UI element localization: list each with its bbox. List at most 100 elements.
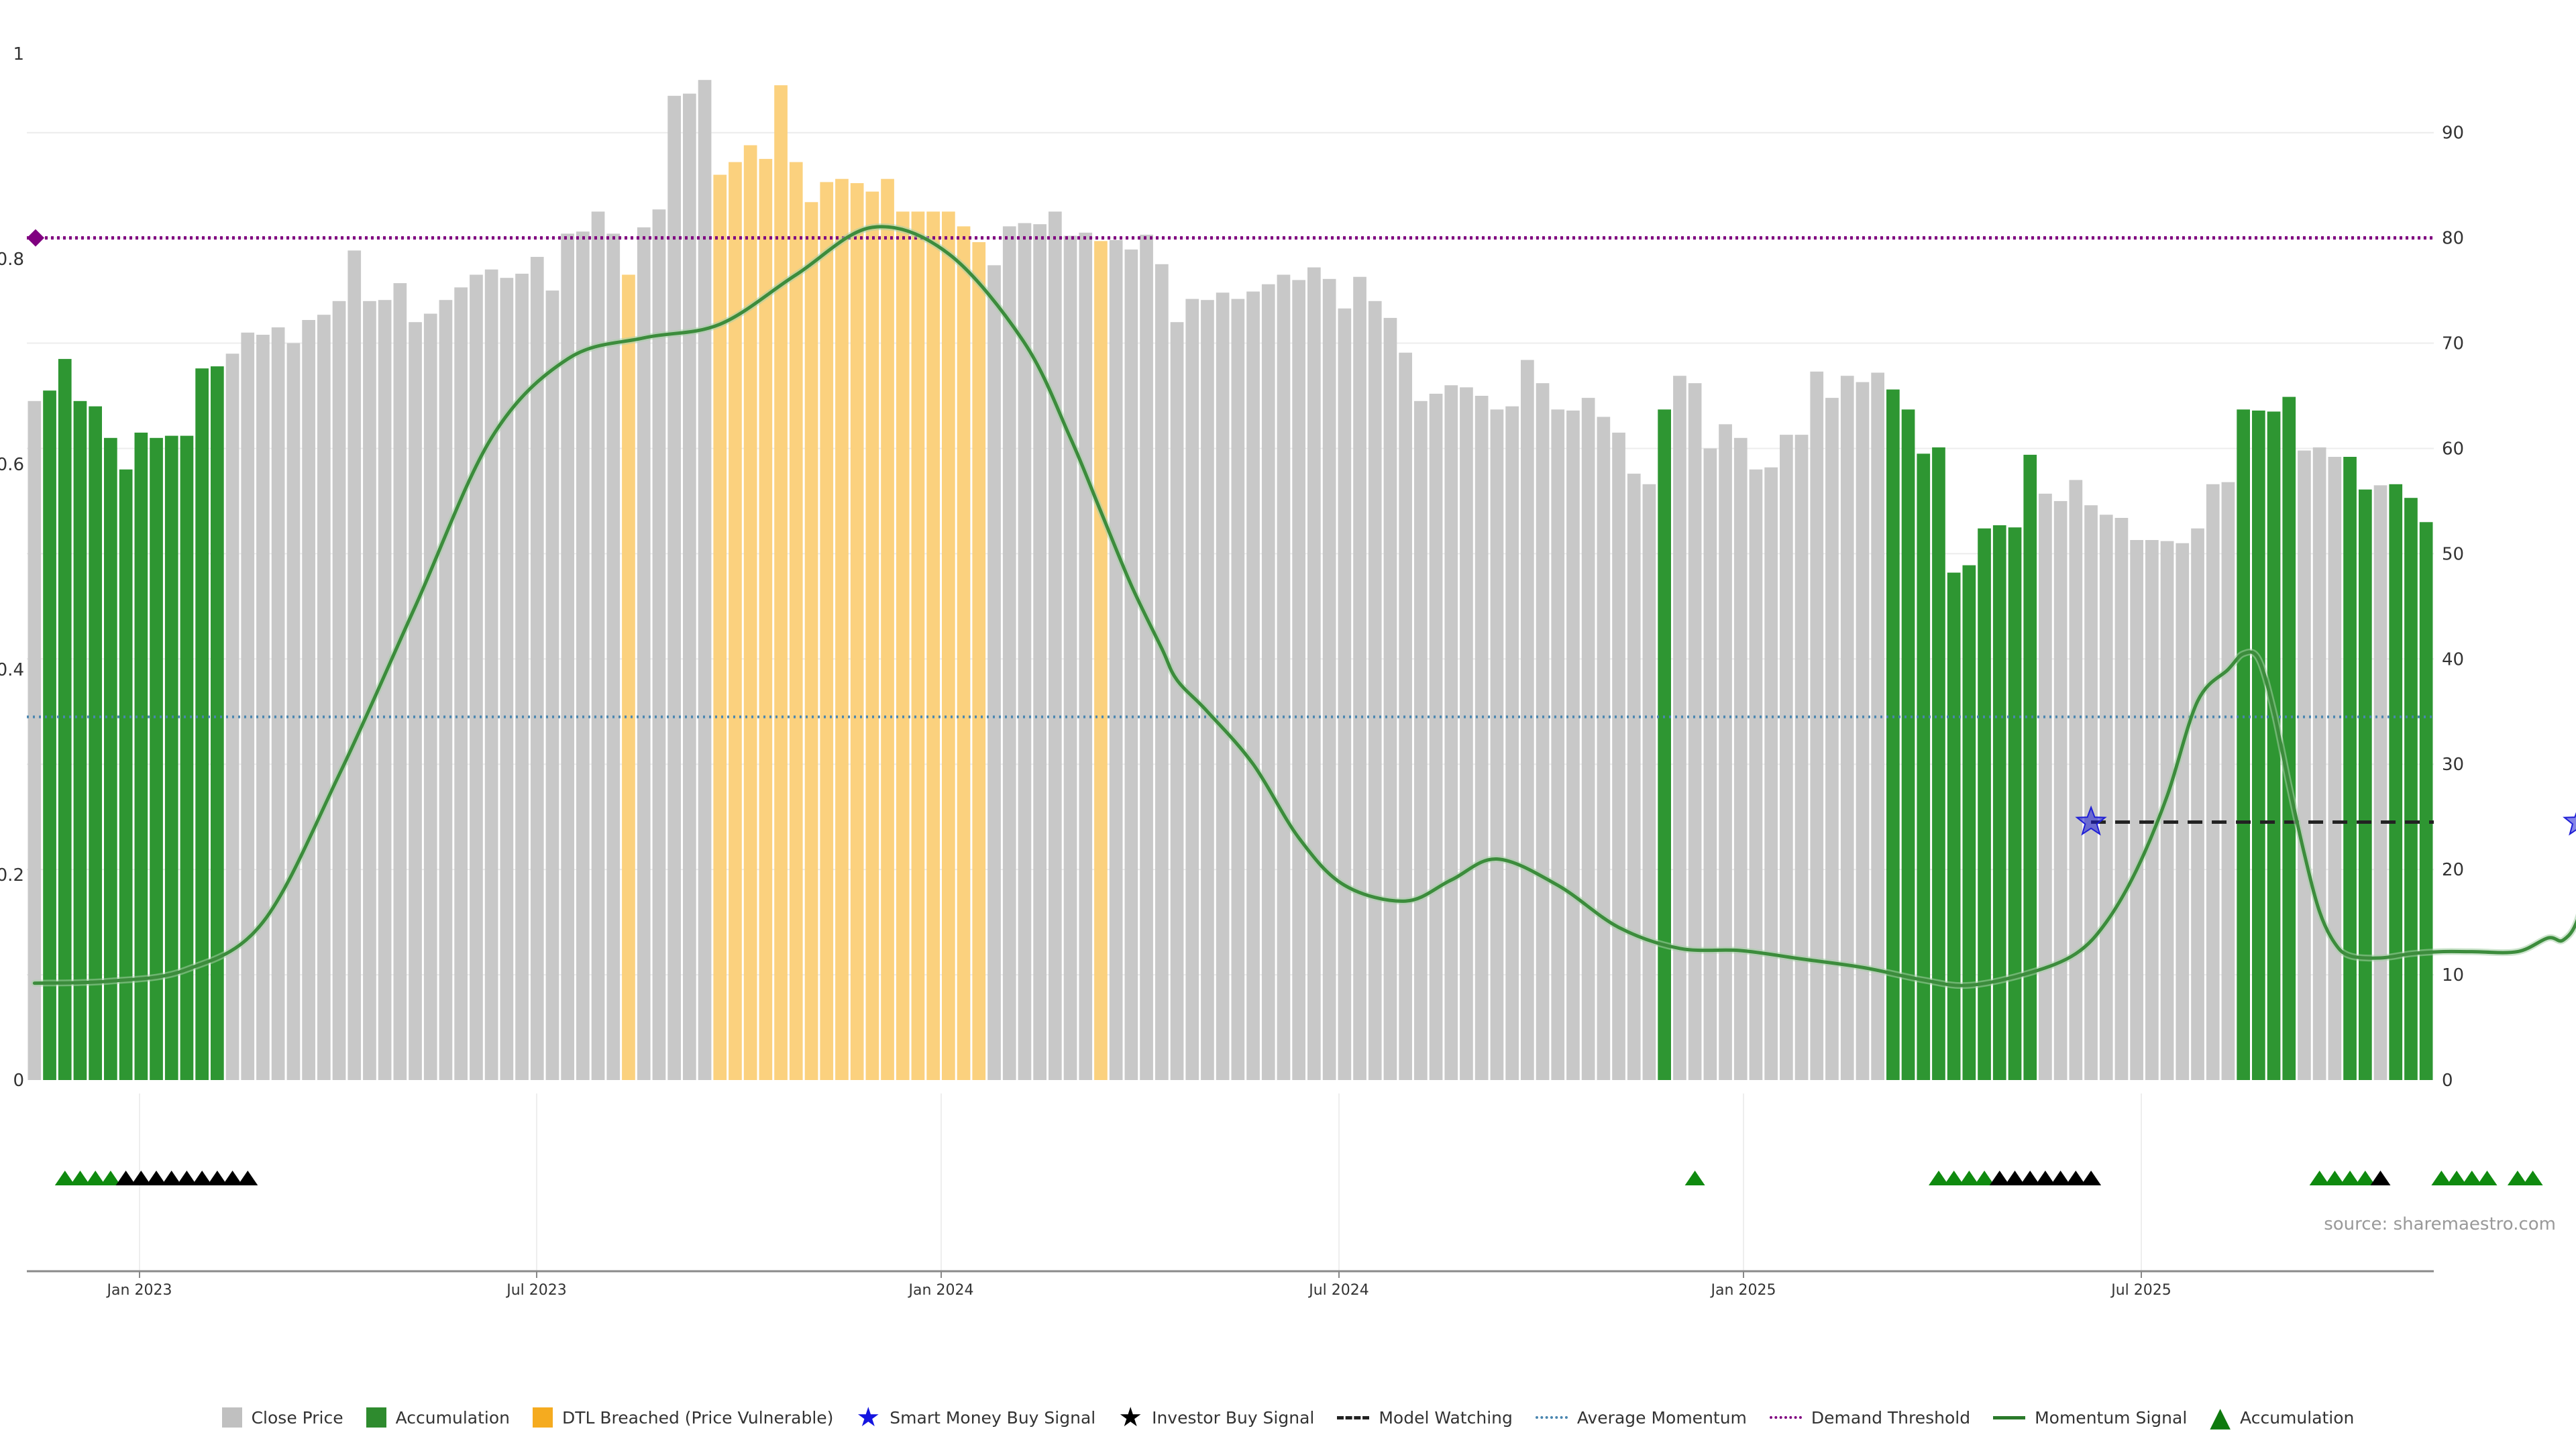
price-bar: [1474, 396, 1489, 1080]
price-bar: [759, 158, 773, 1080]
investor-triangle: [2035, 1171, 2055, 1185]
price-bar: [1566, 411, 1580, 1080]
price-bar: [2359, 489, 2372, 1080]
price-bar: [1216, 292, 1230, 1081]
price-bar: [2023, 454, 2037, 1080]
accumulation-triangle: [1943, 1171, 1964, 1185]
legend-smart-money: ★ Smart Money Buy Signal: [856, 1404, 1095, 1431]
price-bar: [1063, 235, 1077, 1080]
accumulation-triangle: [1959, 1171, 1980, 1185]
price-bar: [2419, 522, 2433, 1080]
price-bar: [561, 233, 574, 1080]
accumulation-triangle: [2355, 1171, 2375, 1185]
price-bar: [850, 183, 864, 1080]
investor-triangle: [115, 1171, 136, 1185]
price-bar: [2039, 493, 2052, 1080]
investor-triangle: [2081, 1171, 2102, 1185]
price-bar: [2206, 484, 2220, 1080]
investor-triangle: [176, 1171, 197, 1185]
investor-triangle: [131, 1171, 152, 1185]
price-bar: [1246, 291, 1260, 1081]
price-bar: [1505, 406, 1519, 1080]
price-bar: [2145, 540, 2159, 1080]
x-tick-label: Jul 2023: [505, 1282, 567, 1299]
dashed-line-swatch: [1337, 1415, 1370, 1419]
price-bar: [2298, 450, 2311, 1080]
price-bar: [1353, 276, 1366, 1081]
price-bar: [1049, 211, 1062, 1080]
price-bar: [987, 265, 1001, 1080]
dotted-blue-swatch: [1535, 1416, 1568, 1419]
investor-triangle: [1989, 1171, 2010, 1185]
y-right-tick-label: 10: [2442, 965, 2464, 985]
legend: Close Price Accumulation DTL Breached (P…: [0, 1404, 2576, 1431]
price-bar: [393, 283, 407, 1081]
legend-label: Investor Buy Signal: [1152, 1407, 1315, 1428]
investor-triangle: [222, 1171, 243, 1185]
price-bar: [896, 211, 910, 1080]
price-bar: [500, 278, 514, 1081]
price-bar: [1185, 299, 1199, 1081]
price-bar: [1444, 385, 1458, 1080]
legend-demand-threshold: Demand Threshold: [1769, 1408, 1970, 1428]
signal-markers: [54, 805, 2576, 1185]
legend-close-price: Close Price: [221, 1407, 343, 1428]
y-right-tick-label: 40: [2442, 649, 2464, 669]
price-bar: [1992, 525, 2006, 1080]
price-bar: [911, 211, 925, 1080]
price-bar: [622, 274, 635, 1080]
accumulation-triangle: [2477, 1171, 2498, 1185]
price-bar: [271, 327, 285, 1080]
close-swatch: [221, 1407, 242, 1428]
price-bar: [1810, 371, 1824, 1080]
price-bar: [1825, 398, 1839, 1080]
price-bar: [409, 322, 422, 1081]
y-right-tick-label: 90: [2442, 123, 2464, 144]
price-bar: [1170, 322, 1184, 1081]
axes: [27, 1270, 2434, 1278]
price-bar: [484, 269, 498, 1081]
y-left-tick-label: 0.2: [0, 865, 24, 885]
y-left-tick-label: 0.8: [0, 250, 24, 270]
legend-investor: ★ Investor Buy Signal: [1118, 1404, 1315, 1431]
price-bar: [2130, 540, 2143, 1080]
legend-accumulation: Accumulation: [366, 1407, 510, 1428]
y-left-tick-label: 1: [13, 44, 24, 64]
price-bar: [1947, 572, 1961, 1080]
price-bar: [881, 178, 894, 1081]
price-bar: [1307, 267, 1321, 1081]
price-bar: [2084, 505, 2098, 1080]
legend-label: Accumulation: [2240, 1407, 2355, 1428]
price-bar: [1703, 448, 1717, 1080]
accumulation-triangle: [70, 1171, 91, 1185]
price-bar: [865, 191, 879, 1081]
legend-average-momentum: Average Momentum: [1535, 1407, 1747, 1428]
legend-label: Accumulation: [395, 1407, 510, 1428]
price-bar: [1368, 301, 1382, 1080]
price-bar: [378, 300, 392, 1081]
price-bar: [576, 231, 590, 1081]
price-bar: [1978, 528, 1991, 1080]
y-right-tick-label: 0: [2442, 1071, 2453, 1091]
price-bar: [2404, 498, 2418, 1080]
price-bar: [667, 95, 681, 1080]
investor-triangle: [2050, 1171, 2071, 1185]
price-bar: [1642, 484, 1656, 1080]
price-bar: [2099, 515, 2113, 1080]
price-bar: [652, 209, 666, 1081]
momentum-signal-line: [32, 225, 2576, 987]
price-bar: [713, 174, 727, 1080]
price-bar: [1002, 226, 1016, 1080]
price-bar: [1292, 280, 1305, 1080]
price-bar: [317, 315, 331, 1081]
price-bar: [637, 227, 651, 1080]
legend-label: Average Momentum: [1576, 1407, 1747, 1428]
price-bar: [1917, 453, 1931, 1080]
x-tick-label: Jan 2025: [1710, 1282, 1776, 1299]
price-bar: [58, 359, 72, 1080]
investor-triangle: [2004, 1171, 2025, 1185]
price-bar: [957, 226, 971, 1080]
price-bar: [1673, 376, 1686, 1081]
price-bar: [470, 274, 483, 1080]
tick-labels: Jan 2023 Jul 2023 Jan 2024 Jul 2024 Jan 2025…: [0, 44, 2464, 1299]
